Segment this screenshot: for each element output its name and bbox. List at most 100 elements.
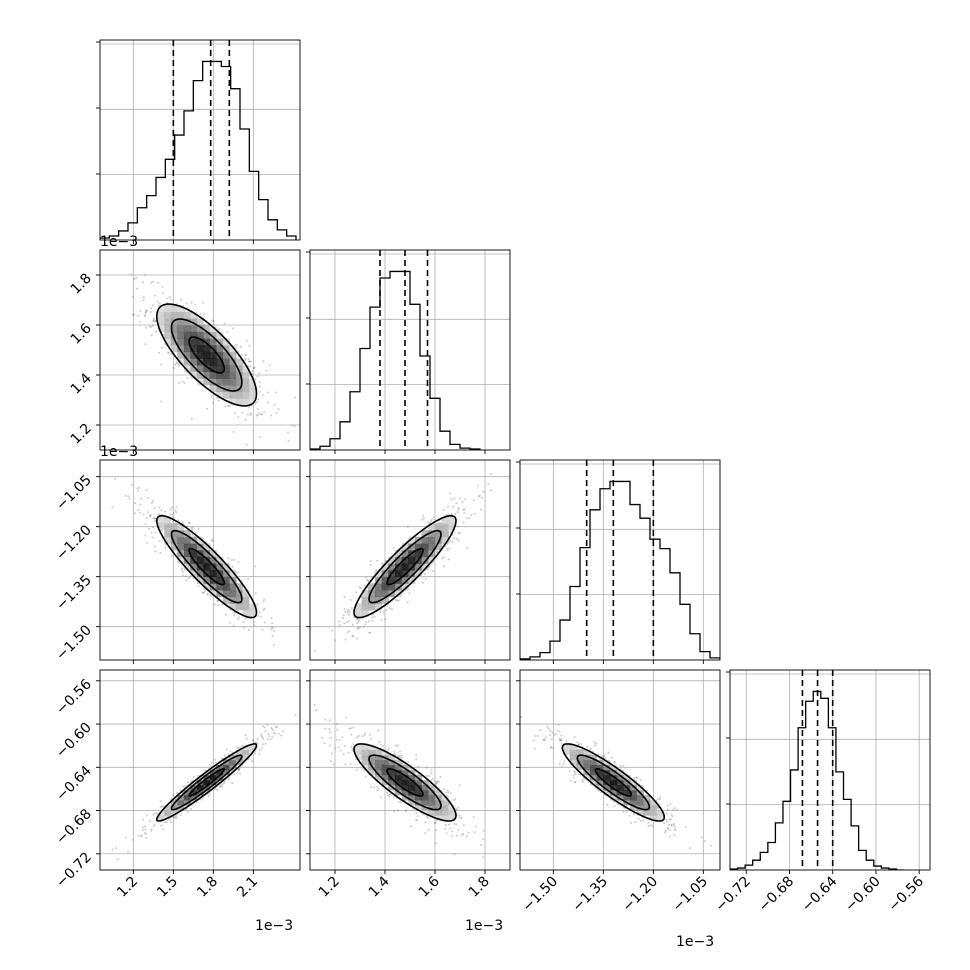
scatter-point xyxy=(248,344,251,347)
density-cell xyxy=(170,523,178,531)
density-cell xyxy=(590,764,598,771)
scatter-point xyxy=(165,821,168,824)
density-cell xyxy=(203,365,211,373)
scatter-point xyxy=(269,738,272,741)
scatter-point xyxy=(223,754,226,757)
scatter-point xyxy=(183,382,186,384)
scatter-point xyxy=(231,782,234,785)
density-cell xyxy=(375,774,383,781)
scatter-point xyxy=(258,390,261,393)
density-cell xyxy=(375,764,383,771)
scatter-point xyxy=(152,280,155,283)
scatter-point xyxy=(450,513,453,516)
scatter-point xyxy=(659,798,662,801)
density-cell xyxy=(223,590,230,598)
density-cell xyxy=(415,550,423,558)
density-cell xyxy=(623,795,631,801)
scatter-point xyxy=(170,821,173,823)
scatter-point xyxy=(271,622,274,625)
scatter-point xyxy=(490,473,493,475)
scatter-point xyxy=(149,311,152,313)
scatter-point xyxy=(169,508,172,511)
density-cell xyxy=(196,345,204,353)
scatter-point xyxy=(456,537,459,540)
density-cell xyxy=(177,795,185,801)
scatter-point xyxy=(669,828,672,831)
scatter-point xyxy=(240,744,243,747)
scatter-point xyxy=(670,823,673,826)
density-cell xyxy=(610,790,618,796)
scatter-point xyxy=(271,626,274,629)
density-cell xyxy=(157,516,165,524)
density-cell xyxy=(183,556,191,564)
density-cell xyxy=(415,800,423,806)
scatter-point xyxy=(267,732,270,735)
density-cell xyxy=(636,785,644,791)
contour-2 xyxy=(353,743,457,822)
scatter-point xyxy=(154,812,157,815)
scatter-point xyxy=(424,832,427,835)
scatter-point xyxy=(445,791,448,794)
scatter-point xyxy=(195,531,198,534)
scatter-point xyxy=(669,802,672,805)
density-cell xyxy=(203,550,211,558)
density-cell xyxy=(223,338,230,346)
density-cell xyxy=(408,795,416,801)
density-cell xyxy=(203,351,211,359)
y-tick-label: −1.35 xyxy=(53,572,95,614)
density-cell xyxy=(216,583,224,591)
density-cell xyxy=(216,563,224,571)
scatter-point xyxy=(248,406,251,409)
scatter-point xyxy=(136,287,139,290)
scatter-point xyxy=(261,747,264,750)
y-tick-label: −0.60 xyxy=(53,720,95,762)
density-cell xyxy=(242,365,250,373)
density-cell xyxy=(223,764,230,771)
contour-0 xyxy=(188,336,226,374)
scatter-point xyxy=(397,809,400,812)
density-cell xyxy=(408,576,416,584)
density-shading xyxy=(157,305,256,406)
scatter-point xyxy=(144,314,147,317)
scatter-point xyxy=(150,334,153,337)
scatter-point xyxy=(669,835,671,838)
scatter-point xyxy=(365,576,368,579)
scatter-point xyxy=(366,579,369,581)
scatter-point xyxy=(346,621,348,624)
scatter-point xyxy=(221,603,224,606)
scatter-point xyxy=(435,783,438,786)
scatter-point xyxy=(214,761,217,764)
density-cell xyxy=(590,774,598,781)
density-cell xyxy=(216,365,224,373)
density-cell xyxy=(196,331,204,339)
density-cell xyxy=(177,543,185,551)
scatter-point xyxy=(249,412,252,415)
scatter-point xyxy=(87,253,89,255)
scatter-point xyxy=(665,812,668,815)
scatter-point xyxy=(181,574,184,577)
density-cell xyxy=(656,815,664,821)
scatter-point xyxy=(352,726,355,729)
scatter-point xyxy=(115,847,118,850)
density-cell xyxy=(183,311,191,319)
y-tick-label: −1.50 xyxy=(53,622,95,664)
density-cell xyxy=(203,345,211,353)
scatter-point xyxy=(371,619,374,622)
scatter-point xyxy=(558,737,561,740)
scatter-point xyxy=(429,783,432,786)
scatter-point xyxy=(178,381,181,384)
contour-1 xyxy=(170,529,243,604)
density-cell xyxy=(216,774,224,781)
marginal-histogram-3 xyxy=(730,670,930,870)
scatter-point xyxy=(473,499,475,501)
scatter-point xyxy=(262,743,265,746)
scatter-point xyxy=(186,525,189,528)
density-cell xyxy=(361,754,369,761)
density-cell xyxy=(242,603,250,611)
scatter-point xyxy=(443,788,446,791)
density-cell xyxy=(355,749,363,755)
scatter-point xyxy=(185,302,188,305)
density-cell xyxy=(650,805,658,811)
density-cell xyxy=(209,550,217,558)
scatter-point xyxy=(154,531,157,534)
